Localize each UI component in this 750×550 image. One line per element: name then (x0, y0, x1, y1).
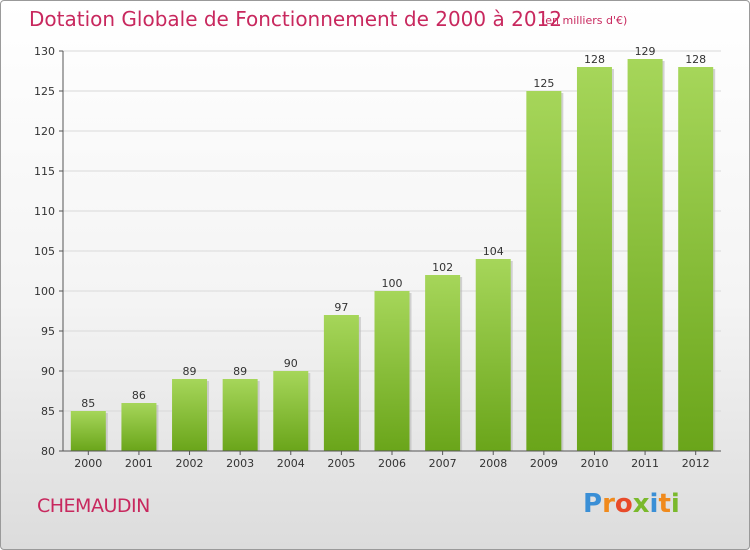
y-tick-label: 125 (34, 85, 55, 98)
bar-2001 (121, 403, 157, 451)
bar-2011 (627, 59, 663, 451)
x-tick-label: 2005 (327, 457, 355, 470)
x-tick-label: 2004 (277, 457, 305, 470)
y-tick-label: 85 (41, 405, 55, 418)
x-tick-label: 2011 (631, 457, 659, 470)
bar-2000 (70, 411, 106, 451)
x-tick-label: 2000 (74, 457, 102, 470)
data-label: 128 (685, 53, 706, 66)
data-label: 90 (284, 357, 298, 370)
y-tick-label: 130 (34, 45, 55, 58)
y-tick-label: 100 (34, 285, 55, 298)
bar-2007 (425, 275, 461, 451)
bar-2003 (222, 379, 258, 451)
bar-2008 (475, 259, 511, 451)
data-label: 89 (233, 365, 247, 378)
bar-2002 (172, 379, 208, 451)
chart-subtitle: (en milliers d'€) (541, 14, 628, 27)
x-tick-label: 2001 (125, 457, 153, 470)
commune-name: CHEMAUDIN (37, 495, 150, 517)
data-label: 102 (432, 261, 453, 274)
bar-2006 (374, 291, 410, 451)
y-tick-label: 110 (34, 205, 55, 218)
x-tick-label: 2006 (378, 457, 406, 470)
bar-2010 (576, 67, 612, 451)
data-label: 128 (584, 53, 605, 66)
data-label: 129 (635, 45, 656, 58)
y-tick-label: 90 (41, 365, 55, 378)
axes (59, 50, 721, 455)
x-tick-label: 2012 (682, 457, 710, 470)
data-label: 85 (81, 397, 95, 410)
bar-2009 (526, 91, 562, 451)
x-tick-label: 2009 (530, 457, 558, 470)
labels: 80 85 90 95 100 105 110 115 120 125 130 85 2000 86 200… (34, 45, 710, 470)
bar-2012 (678, 67, 714, 451)
y-tick-label: 105 (34, 245, 55, 258)
x-tick-label: 2007 (429, 457, 457, 470)
bar-2005 (323, 315, 359, 451)
y-tick-label: 115 (34, 165, 55, 178)
bar-2004 (273, 371, 309, 451)
y-tick-label: 120 (34, 125, 55, 138)
x-tick-label: 2002 (176, 457, 204, 470)
bars (70, 59, 716, 451)
data-label: 86 (132, 389, 146, 402)
data-label: 97 (334, 301, 348, 314)
x-tick-label: 2010 (580, 457, 608, 470)
y-tick-label: 95 (41, 325, 55, 338)
data-label: 89 (183, 365, 197, 378)
y-tick-label: 80 (41, 445, 55, 458)
data-label: 125 (533, 77, 554, 90)
data-label: 104 (483, 245, 504, 258)
data-label: 100 (382, 277, 403, 290)
proxiti-logo: Proxiti (583, 489, 680, 519)
x-tick-label: 2008 (479, 457, 507, 470)
chart-title: Dotation Globale de Fonctionnement de 20… (29, 7, 562, 31)
x-tick-label: 2003 (226, 457, 254, 470)
